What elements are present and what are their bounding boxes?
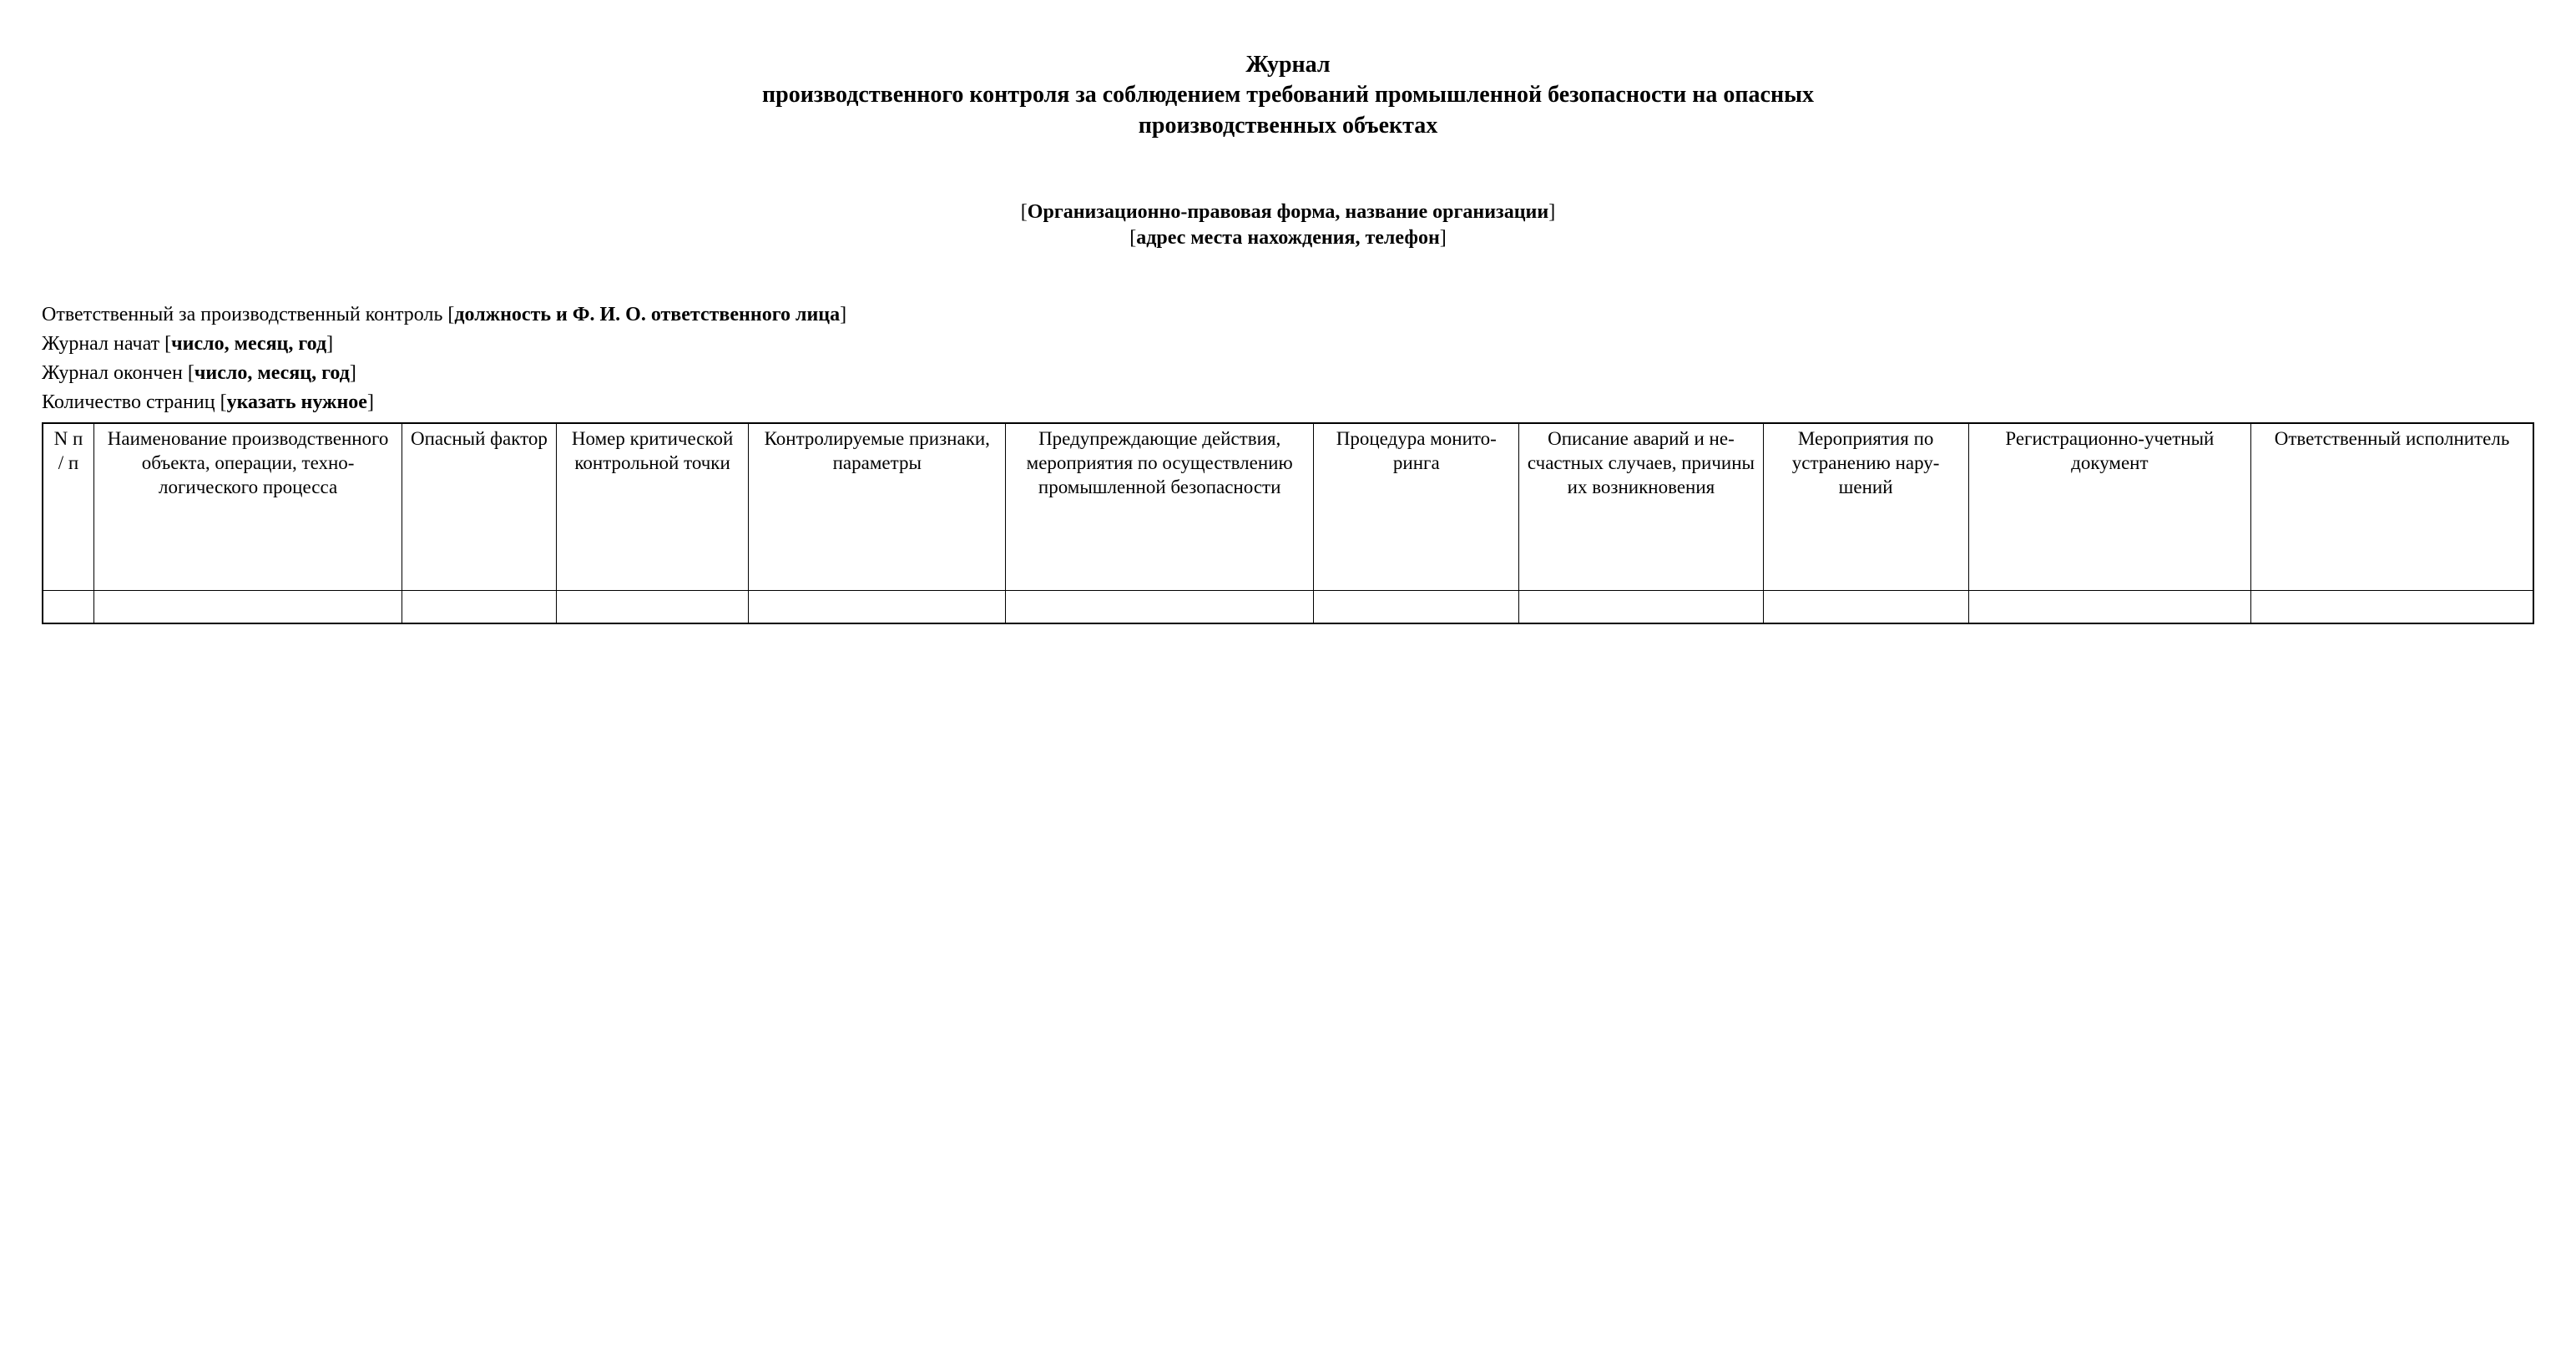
col-accidents: Описание аварий и не­счастных случаев, п… — [1519, 423, 1763, 590]
table-header-row: N п / п Наименование производствен­ного … — [43, 423, 2533, 590]
ended-date-placeholder: число, месяц, год — [194, 362, 350, 384]
title-line-3: производственных объектах — [42, 111, 2534, 141]
cell — [749, 590, 1006, 623]
cell — [1519, 590, 1763, 623]
bracket-close: ] — [1440, 227, 1447, 249]
document-title: Журнал производственного контроля за соб… — [42, 50, 2534, 141]
address-placeholder: адрес места нахождения, телефон — [1136, 227, 1440, 249]
bracket-close: ] — [367, 391, 374, 413]
col-object-name: Наименование производствен­ного объекта,… — [94, 423, 402, 590]
started-label: Журнал начат [ — [42, 333, 171, 355]
cell — [1763, 590, 1968, 623]
cell — [556, 590, 749, 623]
organization-line-1: [Организационно-правовая форма, название… — [42, 199, 2534, 225]
organization-block: [Организационно-правовая форма, название… — [42, 199, 2534, 251]
ended-label: Журнал окончен [ — [42, 362, 194, 384]
bracket-open: [ — [1021, 201, 1028, 223]
title-line-1: Журнал — [42, 50, 2534, 80]
bracket-close: ] — [1548, 201, 1555, 223]
col-monitoring: Процедура монито­ринга — [1314, 423, 1519, 590]
organization-name-placeholder: Организационно-правовая форма, название … — [1028, 201, 1548, 223]
responsible-label: Ответственный за производственный контро… — [42, 304, 454, 325]
started-date-placeholder: число, месяц, год — [171, 333, 326, 355]
ended-line: Журнал окончен [число, месяц, год] — [42, 361, 2534, 386]
cell — [1968, 590, 2250, 623]
col-document: Регистраци­онно-учетный документ — [1968, 423, 2250, 590]
col-remediation: Мероприя­тия по устране­нию нару­шений — [1763, 423, 1968, 590]
title-line-2: производственного контроля за соблюдение… — [42, 80, 2534, 110]
cell — [94, 590, 402, 623]
col-number: N п / п — [43, 423, 94, 590]
bracket-close: ] — [326, 333, 333, 355]
cell — [1006, 590, 1314, 623]
cell — [402, 590, 557, 623]
col-parameters: Контролируе­мые признаки, параметры — [749, 423, 1006, 590]
responsible-line: Ответственный за производственный контро… — [42, 302, 2534, 328]
pages-line: Количество страниц [указать нужное] — [42, 390, 2534, 416]
pages-label: Количество страниц [ — [42, 391, 227, 413]
pages-placeholder: указать нужное — [227, 391, 367, 413]
cell — [2251, 590, 2533, 623]
col-hazard-factor: Опас­ный фактор — [402, 423, 557, 590]
started-line: Журнал начат [число, месяц, год] — [42, 331, 2534, 357]
cell — [1314, 590, 1519, 623]
col-preventive-actions: Предупреждаю­щие действия, мероприятия п… — [1006, 423, 1314, 590]
responsible-placeholder: должность и Ф. И. О. ответственного лица — [454, 304, 840, 325]
journal-metadata: Ответственный за производственный контро… — [42, 302, 2534, 416]
col-executor: Ответствен­ный исполни­тель — [2251, 423, 2533, 590]
control-log-table: N п / п Наименование производствен­ного … — [42, 422, 2534, 624]
organization-line-2: [адрес места нахождения, телефон] — [42, 225, 2534, 251]
col-control-point: Номер критиче­ской контроль­ной точки — [556, 423, 749, 590]
bracket-close: ] — [840, 304, 846, 325]
table-row — [43, 590, 2533, 623]
bracket-close: ] — [350, 362, 356, 384]
cell — [43, 590, 94, 623]
